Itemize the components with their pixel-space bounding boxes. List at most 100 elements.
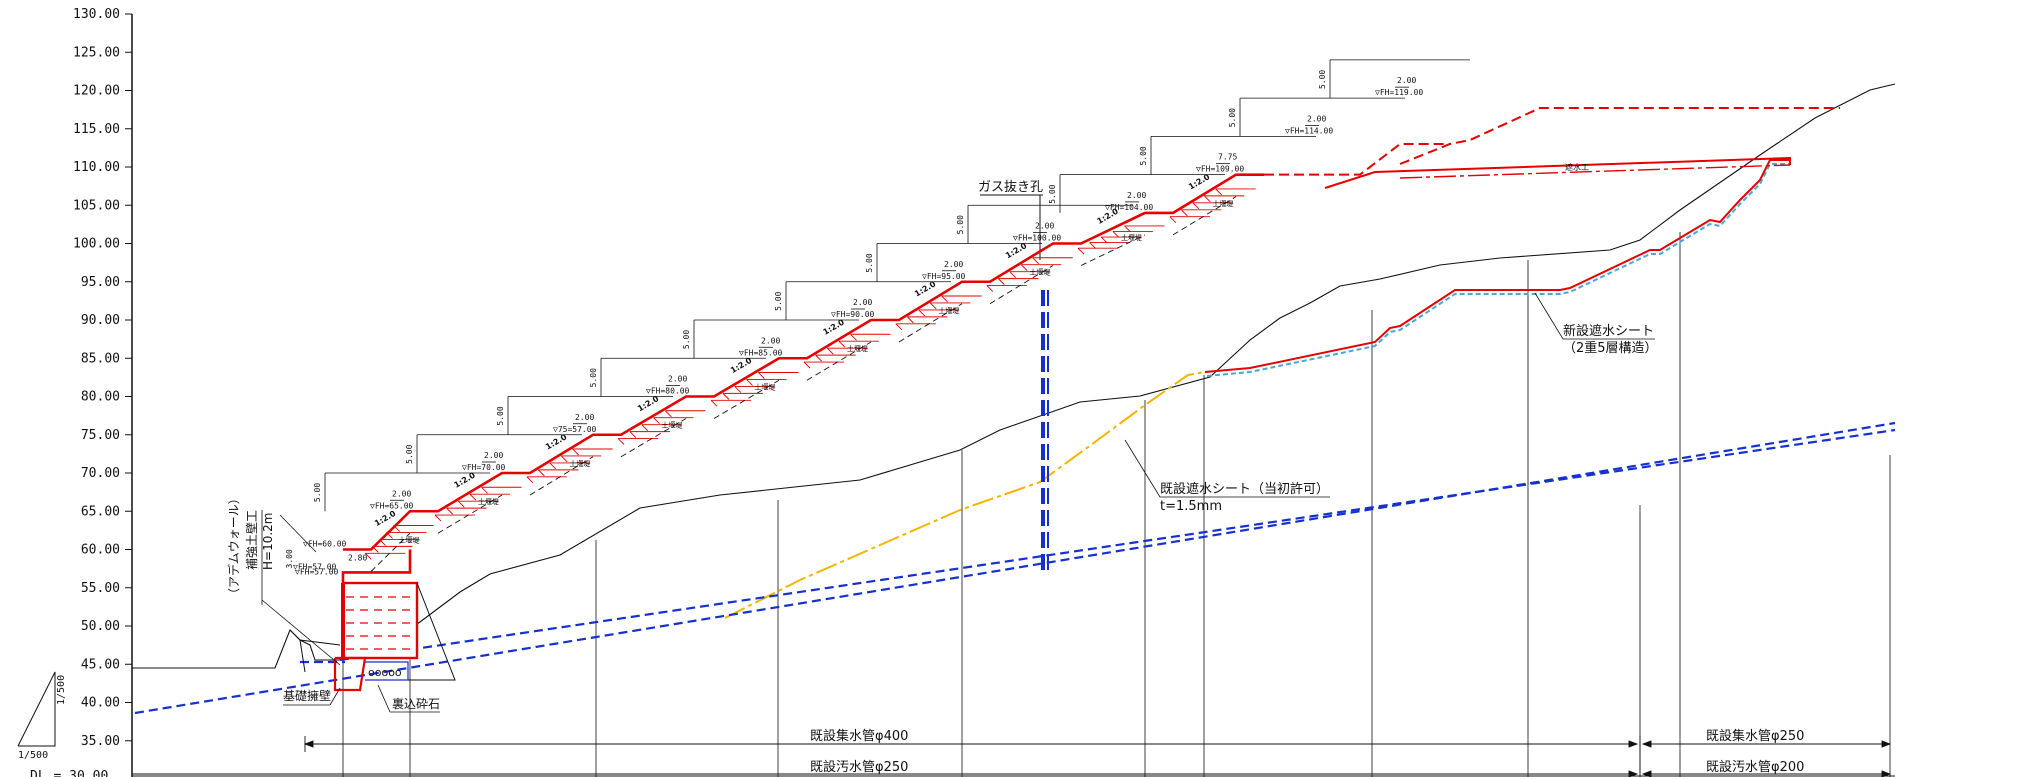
cover-hatch: [457, 500, 465, 508]
cover-hatch: [665, 410, 672, 418]
cover-hatch: [998, 278, 1005, 285]
cover-soil-label: 土堰堤: [1213, 199, 1234, 208]
axis-tick-label: 75.00: [81, 428, 120, 443]
cover-hatch: [364, 553, 372, 560]
axis-tick-label: 50.00: [81, 619, 120, 634]
axis-tick-label: 120.00: [73, 84, 120, 99]
svg-text:ooooo: ooooo: [368, 666, 402, 679]
wall-type-label: 補強土壁工: [244, 510, 259, 570]
bench-height-label: 5.00: [1228, 108, 1237, 127]
axis-tick-label: 90.00: [81, 313, 120, 328]
cover-hatch: [538, 469, 545, 477]
berm-width-label: 2.00: [668, 375, 687, 384]
cover-hatch: [1192, 202, 1200, 210]
cover-hatch: [393, 525, 400, 532]
berm-width-label: 2.00: [392, 489, 411, 498]
cover-hatch: [986, 285, 994, 292]
pipes: [134, 421, 1896, 715]
cover-hatch: [1077, 247, 1085, 255]
cover-hatch: [1020, 264, 1028, 272]
existing-ground-line: [132, 83, 1896, 669]
design-slope: 1:2.0土堰堤1:2.0土堰堤1:2.0土堰堤1:2.0土堰堤1:2.0土堰堤…: [285, 59, 1470, 588]
cover-hatch: [929, 302, 937, 310]
cover-boundary: [713, 379, 780, 419]
bench-elevation-label: ▽75=57.00: [553, 425, 597, 434]
pipe-label-left-lower: 既設汚水管φ250: [810, 759, 908, 775]
axis-tick-label: 45.00: [81, 657, 120, 672]
cover-boundary: [370, 532, 411, 572]
upper-liner-label: 遮水工: [1565, 162, 1589, 172]
cover-soil-label: 土堰堤: [847, 344, 868, 353]
berm-width-label: 7.75: [1218, 153, 1237, 162]
station-lines: [342, 232, 1891, 777]
cover-hatch: [907, 316, 914, 324]
axis-tick-label: 110.00: [73, 160, 120, 175]
cover-hatch: [1032, 257, 1040, 265]
berm-width-label: 2.80: [348, 553, 367, 562]
axis-tick-label: 40.00: [81, 696, 120, 711]
bench-height-label: 5.00: [1048, 184, 1057, 203]
pipe-label-right-lower: 既設汚水管φ200: [1706, 759, 1804, 775]
bench-height-label: 5.00: [1318, 70, 1327, 89]
cover-hatch: [434, 514, 442, 522]
elevation-axis: 130.00 125.00 120.00 115.00 110.00 105.00 100.…: [30, 7, 1895, 777]
cover-hatch: [1089, 242, 1096, 249]
bench-elevation-label: ▽FH=85.00: [739, 348, 783, 357]
bench-height-label: 5.00: [405, 444, 414, 463]
old-liner-label: 既設遮水シート（当初許可）: [1160, 481, 1329, 497]
cover-hatch: [526, 476, 534, 484]
wall-height-dim: 3.00: [285, 549, 294, 568]
cover-hatch: [1181, 209, 1188, 217]
cover-hatch: [1100, 236, 1108, 244]
axis-tick-label: 60.00: [81, 543, 120, 558]
axis-tick-label: 80.00: [81, 390, 120, 405]
cover-hatch: [746, 379, 753, 386]
new-liner-spec: （2重5層構造）: [1563, 340, 1658, 356]
scale-vertical-label: 1/500: [56, 675, 67, 705]
cover-hatch: [722, 393, 730, 400]
cover-hatch: [1203, 195, 1211, 203]
bench-elevation-label: ▽FH=100.00: [1013, 234, 1061, 243]
berm-width-label: 2.00: [761, 336, 780, 345]
bench-elevation-label: ▽FH=65.00: [370, 501, 414, 510]
wall-height-label: H=10.2m: [261, 513, 275, 571]
old-liner-spec: t=1.5mm: [1160, 499, 1222, 514]
liner-labels: ガス抜き孔 新設遮水シート （2重5層構造） 既設遮水シート（当初許可） t=1…: [978, 162, 1658, 514]
cover-soil-label: 土堰堤: [399, 535, 420, 544]
cover-hatch: [826, 347, 834, 355]
bench-height-label: 5.00: [956, 215, 965, 234]
berm-width-label: 2.00: [1035, 222, 1054, 231]
cover-hatch: [629, 431, 637, 438]
cover-hatch: [1112, 231, 1120, 238]
cover-boundary: [1172, 196, 1237, 236]
axis-tick-label: 130.00: [73, 7, 120, 22]
cover-boundary: [529, 456, 594, 496]
bench-elevation-label: ▽FH=119.00: [1375, 88, 1423, 97]
new-liner-label: 新設遮水シート: [1563, 323, 1654, 339]
datum-label: DL = 30.00: [30, 769, 108, 777]
axis-tick-label: 95.00: [81, 275, 120, 290]
bench-height-label: 5.00: [865, 253, 874, 272]
bench-elevation-label: ▽FH=95.00: [922, 272, 966, 281]
cover-hatch: [469, 493, 477, 501]
bench-height-label: 5.00: [774, 291, 783, 310]
cover-hatch: [1124, 225, 1131, 233]
berm-width-label: 2.00: [1307, 114, 1326, 123]
new-liner: [1204, 159, 1791, 377]
cover-hatch: [549, 462, 557, 470]
cover-hatch: [895, 323, 903, 331]
bench-elevation-label: ▽FH=109.00: [1196, 165, 1244, 174]
pipe-label-right-upper: 既設集水管φ250: [1706, 728, 1804, 744]
cover-boundary: [806, 341, 872, 381]
axis-tick-label: 115.00: [73, 122, 120, 137]
cover-boundary: [898, 303, 963, 343]
pipe-dimension-lines: [132, 736, 1892, 777]
cover-boundary: [989, 265, 1054, 305]
bench-elevation-label: ▽FH=80.00: [646, 387, 690, 396]
cover-hatch: [446, 507, 453, 515]
bench-elevation-label: ▽FH=57.00: [295, 567, 339, 576]
cover-boundary: [437, 494, 503, 534]
retaining-wall: ooooo: [289, 581, 456, 692]
